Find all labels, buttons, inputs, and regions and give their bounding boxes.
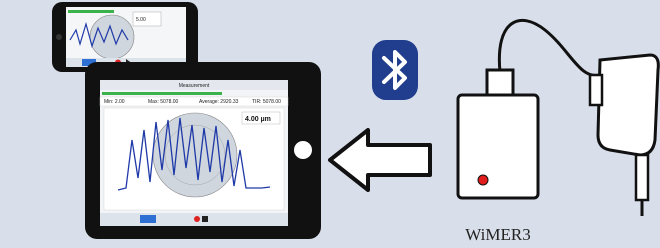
bluetooth-icon [372,40,418,100]
stat: Max: 5078.00 [148,99,179,105]
illustration: 5.00 Measurement Min: 2.00 Max: 5078.00 … [0,0,660,248]
stat: Average: 2920.33 [199,99,239,105]
device-label: WiMER3 [465,225,530,244]
tablet-title: Measurement [179,83,210,89]
stat: TIR: 5078.00 [252,99,281,105]
stat: Min: 2.00 [104,99,125,105]
phone-reading: 5.00 [136,17,146,23]
tablet: Measurement Min: 2.00 Max: 5078.00 Avera… [85,62,321,239]
tablet-reading: 4.00 µm [245,116,271,123]
phone: 5.00 [52,2,198,72]
